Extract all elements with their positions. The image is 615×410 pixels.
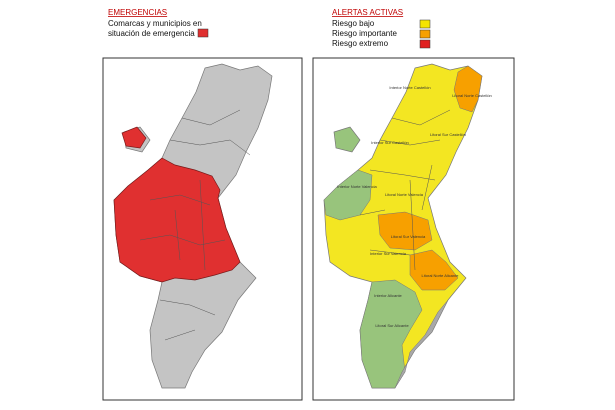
zone-label: Litoral Sur Alicante (375, 323, 409, 328)
legend-text: Riesgo bajo (332, 19, 375, 28)
legend-text: Riesgo importante (332, 29, 397, 38)
legend-swatch (197, 28, 209, 38)
zone-labels: Litoral Norte Castellón Interior Norte C… (337, 85, 492, 328)
zone-label: Interior Norte Castellón (389, 85, 430, 90)
legend-text: situación de emergencia (108, 29, 195, 38)
zone-label: Interior Sur Valencia (370, 251, 407, 256)
zone-label: Interior Sur Castellón (371, 140, 409, 145)
map-right (323, 63, 483, 389)
legend-text: Comarcas y municipios en (108, 19, 202, 28)
zone-label: Litoral Norte Alicante (422, 273, 460, 278)
map-left (113, 63, 273, 389)
zone-label: Litoral Sur Castellón (430, 132, 466, 137)
legend-swatch (419, 19, 431, 29)
legend-text: Riesgo extremo (332, 39, 389, 48)
legend-swatch (419, 39, 431, 49)
zone-label: Litoral Norte Valencia (385, 192, 424, 197)
legend-title: EMERGENCIAS (108, 8, 167, 17)
legend-title: ALERTAS ACTIVAS (332, 8, 403, 17)
zone-label: Interior Norte Valencia (337, 184, 377, 189)
zone-label: Litoral Sur Valencia (391, 234, 426, 239)
zone-label: Litoral Norte Castellón (452, 93, 492, 98)
zone-label: Interior Alicante (374, 293, 402, 298)
legend-swatch (419, 29, 431, 39)
